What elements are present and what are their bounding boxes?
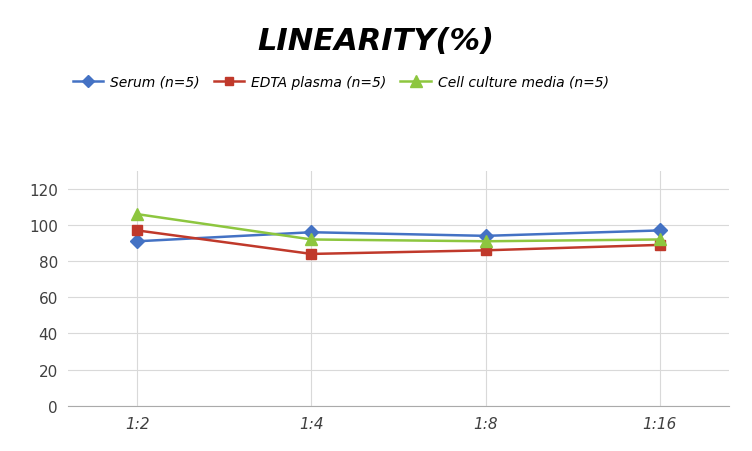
Serum (n=5): [655, 228, 664, 234]
Cell culture media (n=5): [655, 237, 664, 243]
Cell culture media (n=5): [481, 239, 490, 244]
Text: LINEARITY(%): LINEARITY(%): [257, 27, 495, 56]
Serum (n=5): [481, 234, 490, 239]
Line: Serum (n=5): Serum (n=5): [132, 226, 665, 247]
Cell culture media (n=5): [307, 237, 316, 243]
Line: Cell culture media (n=5): Cell culture media (n=5): [131, 208, 666, 248]
Line: EDTA plasma (n=5): EDTA plasma (n=5): [132, 226, 665, 259]
EDTA plasma (n=5): [481, 248, 490, 253]
Cell culture media (n=5): [133, 212, 142, 217]
EDTA plasma (n=5): [307, 252, 316, 257]
Serum (n=5): [307, 230, 316, 235]
EDTA plasma (n=5): [655, 243, 664, 248]
Legend: Serum (n=5), EDTA plasma (n=5), Cell culture media (n=5): Serum (n=5), EDTA plasma (n=5), Cell cul…: [67, 70, 614, 95]
EDTA plasma (n=5): [133, 228, 142, 234]
Serum (n=5): [133, 239, 142, 244]
